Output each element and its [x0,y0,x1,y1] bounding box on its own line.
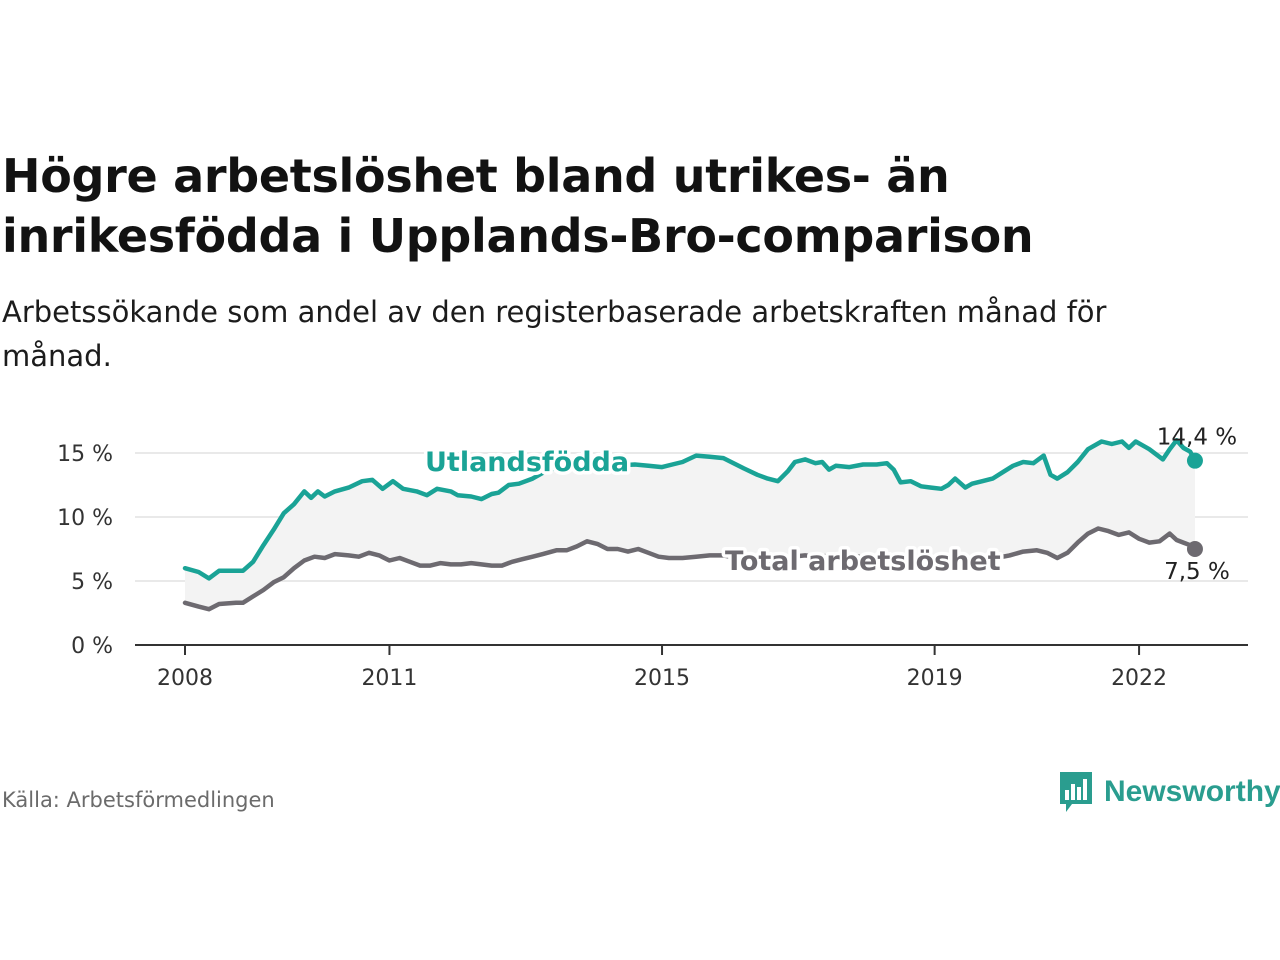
source-note: Källa: Arbetsförmedlingen [2,788,275,812]
end-label-foreign-born: 14,4 % [1157,425,1237,451]
logo-text: Newsworthy [1104,775,1280,808]
gridlines: 0 % 5 % 10 % 15 % [57,442,1248,659]
series-label-total: Total arbetslöshet [725,546,1001,577]
newsworthy-bar-chart-icon [1060,772,1092,812]
line-total [182,526,1198,612]
end-dot-total [1186,541,1203,557]
newsworthy-logo[interactable]: Newsworthy [1058,770,1280,814]
series-label-foreign-born: Utlandsfödda [425,447,629,478]
chart-subtitle: Arbetssökande som andel av den registerb… [2,295,1107,373]
y-tick-label: 15 % [57,442,113,467]
band-area [185,440,1195,610]
x-tick-label: 2022 [1111,666,1167,691]
shaded-band [185,440,1195,610]
y-tick-label: 0 % [71,634,113,659]
y-tick-label: 10 % [57,506,113,531]
series-labels: 14,4 % 7,5 % Utlandsfödda Total arbetslöshe… [422,425,1238,585]
chart-title: Högre arbetslöshet bland utrikes- än inr… [2,149,1034,263]
line-foreign-born [182,437,1198,581]
x-axis: 2008 2011 2015 2019 2022 [135,644,1248,691]
x-tick-label: 2008 [157,666,213,691]
x-tick-label: 2011 [361,666,417,691]
series-lines [182,437,1203,612]
x-tick-label: 2019 [907,666,963,691]
line-chart: 0 % 5 % 10 % 15 % 2008 2011 2015 2019 2022 14,4… [57,425,1248,691]
end-label-total: 7,5 % [1164,559,1230,585]
end-dot-foreign-born [1186,452,1203,469]
y-tick-label: 5 % [71,570,113,595]
x-tick-label: 2015 [634,666,690,691]
